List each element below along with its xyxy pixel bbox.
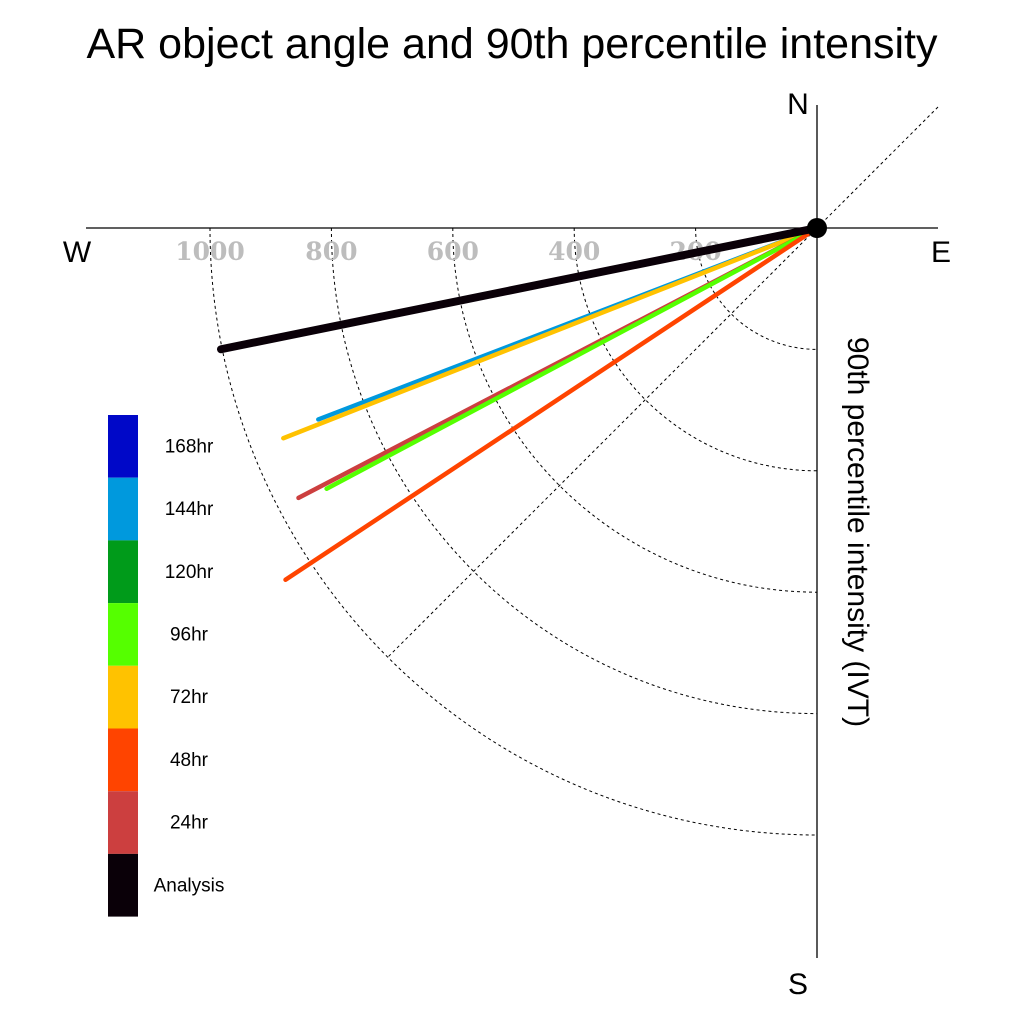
range-ring-400 (573, 227, 818, 472)
compass-east: E (931, 236, 951, 269)
grid: 2004006008001000 (86, 105, 939, 958)
legend-label-72hr: 72hr (170, 687, 209, 708)
tick-label-1000: 1000 (175, 237, 245, 266)
legend-label-analysis: Analysis (154, 875, 225, 896)
legend: 168hr 144hr 120hr 96hr 72hr 48hr 24hr Analysis (108, 415, 224, 917)
range-ring-800 (330, 227, 818, 715)
legend-label-120hr: 120hr (165, 562, 214, 583)
legend-label-24hr: 24hr (170, 813, 209, 834)
vector-analysis (216, 224, 821, 354)
legend-swatch-96hr (108, 603, 138, 666)
tick-label-400: 400 (548, 237, 600, 266)
compass-west: W (63, 236, 92, 269)
compass-north: N (787, 88, 809, 121)
legend-label-48hr: 48hr (170, 750, 209, 771)
range-ring-1000 (209, 227, 818, 836)
compass-south: S (788, 968, 808, 1001)
diagonal-guide (387, 106, 939, 658)
legend-label-144hr: 144hr (165, 499, 214, 520)
origin-dot (807, 218, 827, 238)
chart-title: AR object angle and 90th percentile inte… (87, 20, 938, 68)
y-axis-label: 90th percentile intensity (IVT) (841, 337, 874, 727)
legend-swatch-168hr (108, 415, 138, 478)
intensity-vectors (216, 224, 821, 583)
legend-swatch-24hr (108, 791, 138, 854)
legend-swatch-48hr (108, 728, 138, 792)
legend-swatch-120hr (108, 540, 138, 604)
legend-label-168hr: 168hr (165, 436, 214, 457)
radial-tick-labels: 2004006008001000 (175, 237, 721, 266)
legend-swatch-analysis (108, 853, 138, 917)
vector-96hr (324, 225, 820, 491)
range-ring-600 (452, 227, 818, 593)
legend-label-96hr: 96hr (170, 624, 209, 645)
tick-label-600: 600 (427, 237, 479, 266)
vector-48hr (283, 225, 820, 583)
legend-swatch-72hr (108, 665, 138, 729)
vector-72hr (281, 225, 820, 441)
legend-swatch-144hr (108, 477, 138, 541)
tick-label-800: 800 (305, 237, 357, 266)
